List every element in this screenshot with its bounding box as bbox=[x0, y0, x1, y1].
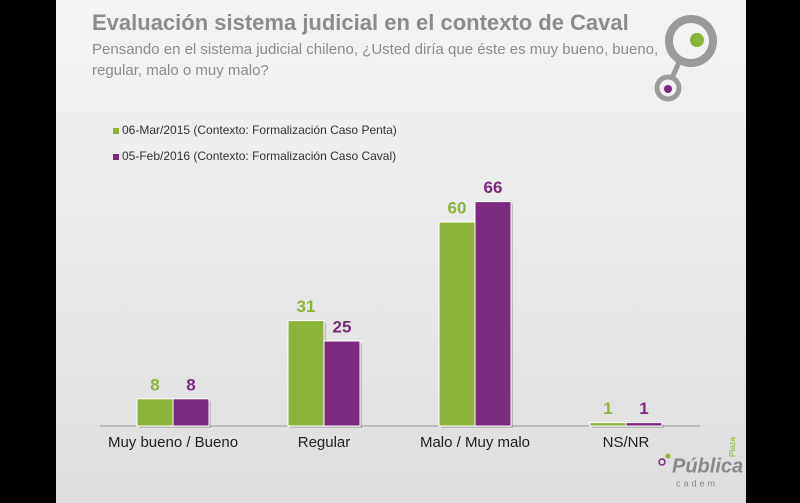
logo: Pública Plaza cadem bbox=[658, 436, 743, 488]
legend-marker bbox=[113, 154, 119, 160]
bar bbox=[287, 320, 325, 427]
bar bbox=[136, 398, 174, 427]
bar bbox=[172, 398, 210, 427]
logo-bottom: cadem bbox=[676, 478, 718, 488]
data-label: 8 bbox=[186, 375, 195, 394]
data-label: 1 bbox=[639, 399, 648, 418]
decoration bbox=[654, 15, 717, 102]
legend-marker bbox=[113, 128, 119, 134]
data-label: 66 bbox=[484, 178, 503, 197]
chart-title: Evaluación sistema judicial en el contex… bbox=[92, 10, 629, 35]
data-label: 25 bbox=[333, 317, 352, 336]
logo-top: Plaza bbox=[728, 436, 737, 457]
x-tick-label: NS/NR bbox=[603, 434, 650, 451]
data-label: 8 bbox=[150, 375, 159, 394]
bar bbox=[323, 340, 361, 427]
bar bbox=[474, 201, 512, 427]
subtitle: Pensando en el sistema judicial chileno,… bbox=[92, 41, 658, 58]
x-tick-label: Regular bbox=[298, 434, 351, 451]
x-tick-label: Muy bueno / Bueno bbox=[108, 434, 238, 451]
data-label: 31 bbox=[297, 297, 316, 316]
bar bbox=[438, 221, 476, 427]
bar bbox=[589, 422, 627, 427]
x-tick-label: Malo / Muy malo bbox=[420, 434, 530, 451]
data-label: 1 bbox=[603, 399, 612, 418]
logo-main: Pública bbox=[672, 455, 743, 477]
legend-label: 06-Mar/2015 (Contexto: Formalización Cas… bbox=[122, 123, 397, 137]
bar bbox=[625, 422, 663, 427]
subtitle: regular, malo o muy malo? bbox=[92, 62, 269, 79]
data-label: 60 bbox=[448, 198, 467, 217]
legend-label: 05-Feb/2016 (Contexto: Formalización Cas… bbox=[122, 149, 396, 163]
